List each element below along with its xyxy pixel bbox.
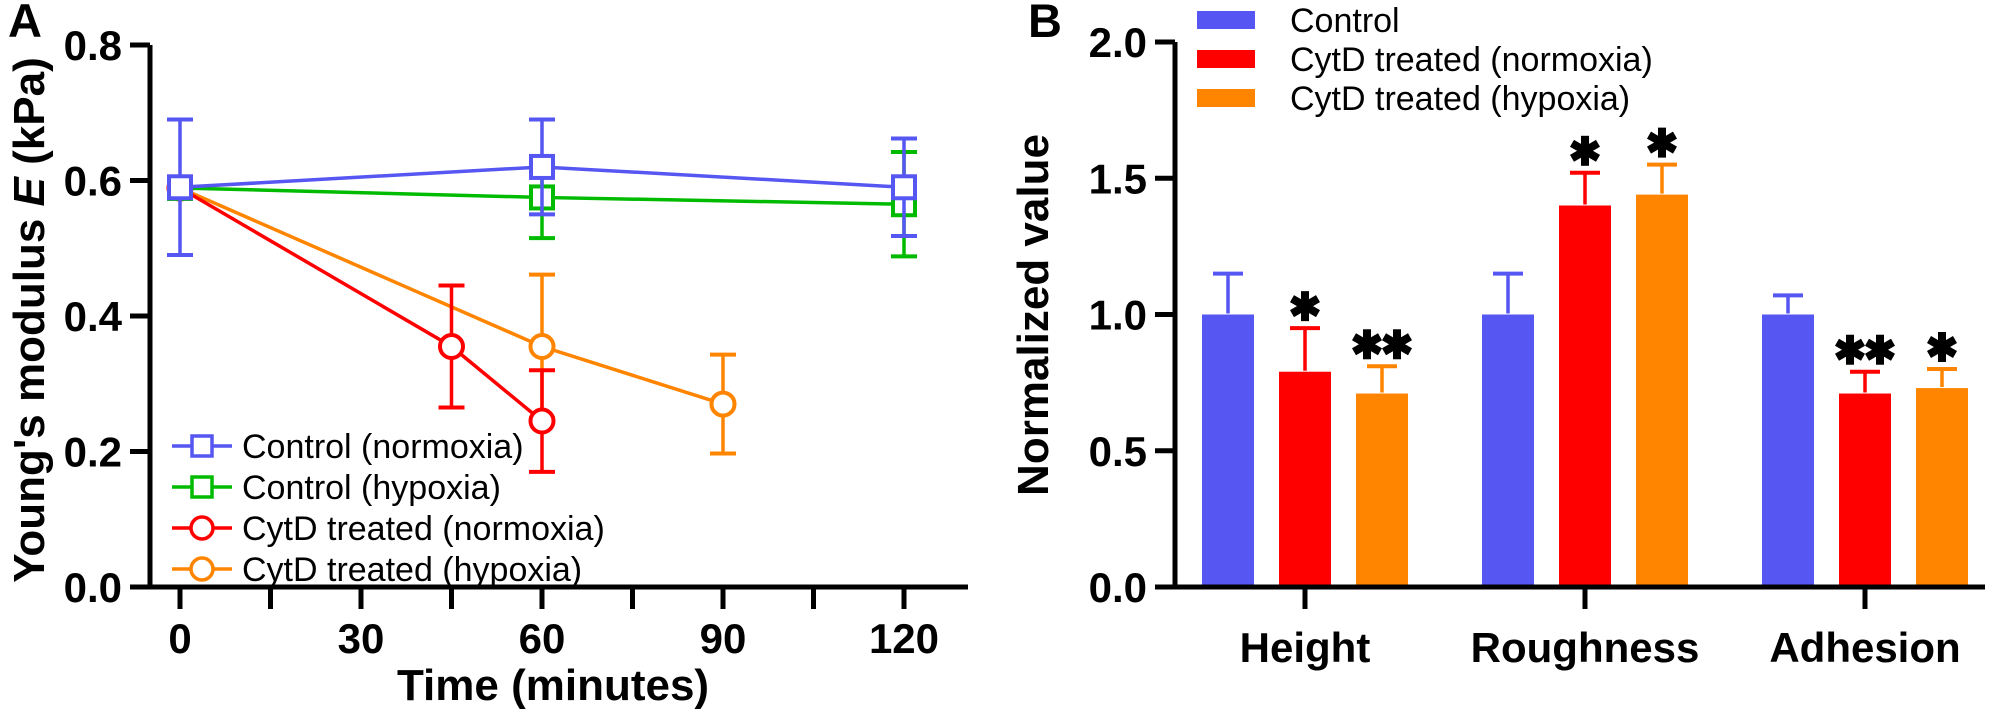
panel-a-label: A — [8, 0, 42, 47]
panel-a-plot: 0.0 0.2 0.4 0.6 0.8 0 30 60 90 120 Control (normox… — [64, 22, 968, 662]
a-y-tick-label: 0.4 — [64, 293, 123, 340]
a-legend-label: CytD treated (hypoxia) — [242, 551, 582, 589]
b-legend-label: CytD treated (normoxia) — [1290, 41, 1653, 79]
b-legend-label: Control — [1290, 2, 1400, 40]
a-legend-item-cytd-treated-normoxia: CytD treated (normoxia) — [172, 510, 605, 548]
b-legend-item-cytd-treated-hypoxia: CytD treated (hypoxia) — [1197, 80, 1630, 118]
a-y-tick-label: 0.6 — [64, 158, 122, 205]
a-x-tick-label: 120 — [869, 615, 939, 662]
b-y-tick-label: 0.0 — [1089, 564, 1147, 611]
b-significance-star — [1352, 329, 1382, 360]
a-marker-circle — [438, 332, 465, 360]
a-y-tick-label: 0.8 — [64, 22, 122, 69]
b-bar — [1559, 205, 1611, 590]
a-legend-label: Control (normoxia) — [242, 428, 524, 466]
panel-b-label: B — [1028, 0, 1062, 47]
b-bar — [1356, 393, 1408, 590]
a-x-tick-label: 30 — [338, 615, 385, 662]
b-y-axis-title: Normalized value — [1009, 134, 1058, 496]
a-series-control-normoxia — [167, 117, 917, 258]
b-legend-swatch — [1197, 11, 1255, 29]
a-legend-item-control-hypoxia: Control (hypoxia) — [172, 469, 501, 507]
b-bar — [1839, 393, 1891, 590]
b-legend-label: CytD treated (hypoxia) — [1290, 80, 1630, 118]
a-legend-marker-square — [190, 475, 214, 499]
b-y-tick-label: 1.5 — [1089, 155, 1147, 202]
a-legend-label: Control (hypoxia) — [242, 469, 501, 507]
a-series-line — [179, 186, 544, 423]
b-category-label: Adhesion — [1769, 624, 1960, 671]
panel-b-plot: 0.0 0.5 1.0 1.5 2.0 Height Roughness Adhesion Co… — [1089, 2, 1985, 671]
a-x-tick-label: 60 — [519, 615, 566, 662]
b-legend-swatch — [1197, 50, 1255, 68]
b-significance-star — [1927, 332, 1957, 362]
b-category-label: Roughness — [1471, 624, 1700, 671]
a-x-axis-title: Time (minutes) — [397, 661, 709, 710]
b-significance-star — [1835, 334, 1865, 365]
a-legend-item-cytd-treated-hypoxia: CytD treated (hypoxia) — [172, 551, 582, 589]
b-significance-star — [1570, 135, 1600, 166]
b-series-cytd-treated-hypoxia — [1352, 127, 1968, 590]
b-significance-star — [1382, 329, 1412, 360]
a-marker-circle — [528, 332, 556, 360]
a-marker-square — [167, 174, 193, 201]
a-marker-circle — [709, 390, 737, 418]
a-legend-item-control-normoxia: Control (normoxia) — [172, 428, 524, 466]
a-y-tick-label: 0.2 — [64, 429, 122, 476]
b-legend-item-control: Control — [1197, 2, 1400, 40]
a-y-axis-title: Young's modulus E (kPa) — [5, 57, 54, 583]
a-x-tick-label: 90 — [700, 615, 747, 662]
a-legend-marker-circle — [189, 515, 215, 541]
b-y-tick-label: 0.5 — [1089, 428, 1147, 475]
b-significance-star — [1647, 127, 1677, 158]
b-significance-star — [1865, 334, 1895, 365]
b-bar — [1279, 371, 1331, 590]
b-series-cytd-treated-normoxia — [1279, 135, 1895, 590]
b-bar — [1916, 388, 1968, 590]
b-y-tick-label: 2.0 — [1089, 19, 1147, 66]
a-legend-marker-circle — [189, 556, 215, 582]
a-marker-square — [891, 174, 917, 201]
b-significance-star — [1290, 291, 1320, 322]
a-marker-circle — [528, 407, 556, 435]
b-legend-swatch — [1197, 89, 1255, 107]
b-category-label: Height — [1240, 624, 1371, 671]
b-legend-item-cytd-treated-normoxia: CytD treated (normoxia) — [1197, 41, 1653, 79]
a-x-tick-label: 0 — [168, 615, 191, 662]
b-y-tick-label: 1.0 — [1089, 292, 1147, 339]
b-bar — [1762, 314, 1814, 590]
a-marker-square — [529, 153, 555, 180]
b-bar — [1636, 194, 1688, 590]
a-y-tick-label: 0.0 — [64, 564, 122, 611]
b-series-control — [1202, 271, 1814, 590]
b-bar — [1482, 314, 1534, 590]
a-legend-label: CytD treated (normoxia) — [242, 510, 605, 548]
b-bar — [1202, 314, 1254, 590]
a-legend-marker-square — [190, 434, 214, 458]
